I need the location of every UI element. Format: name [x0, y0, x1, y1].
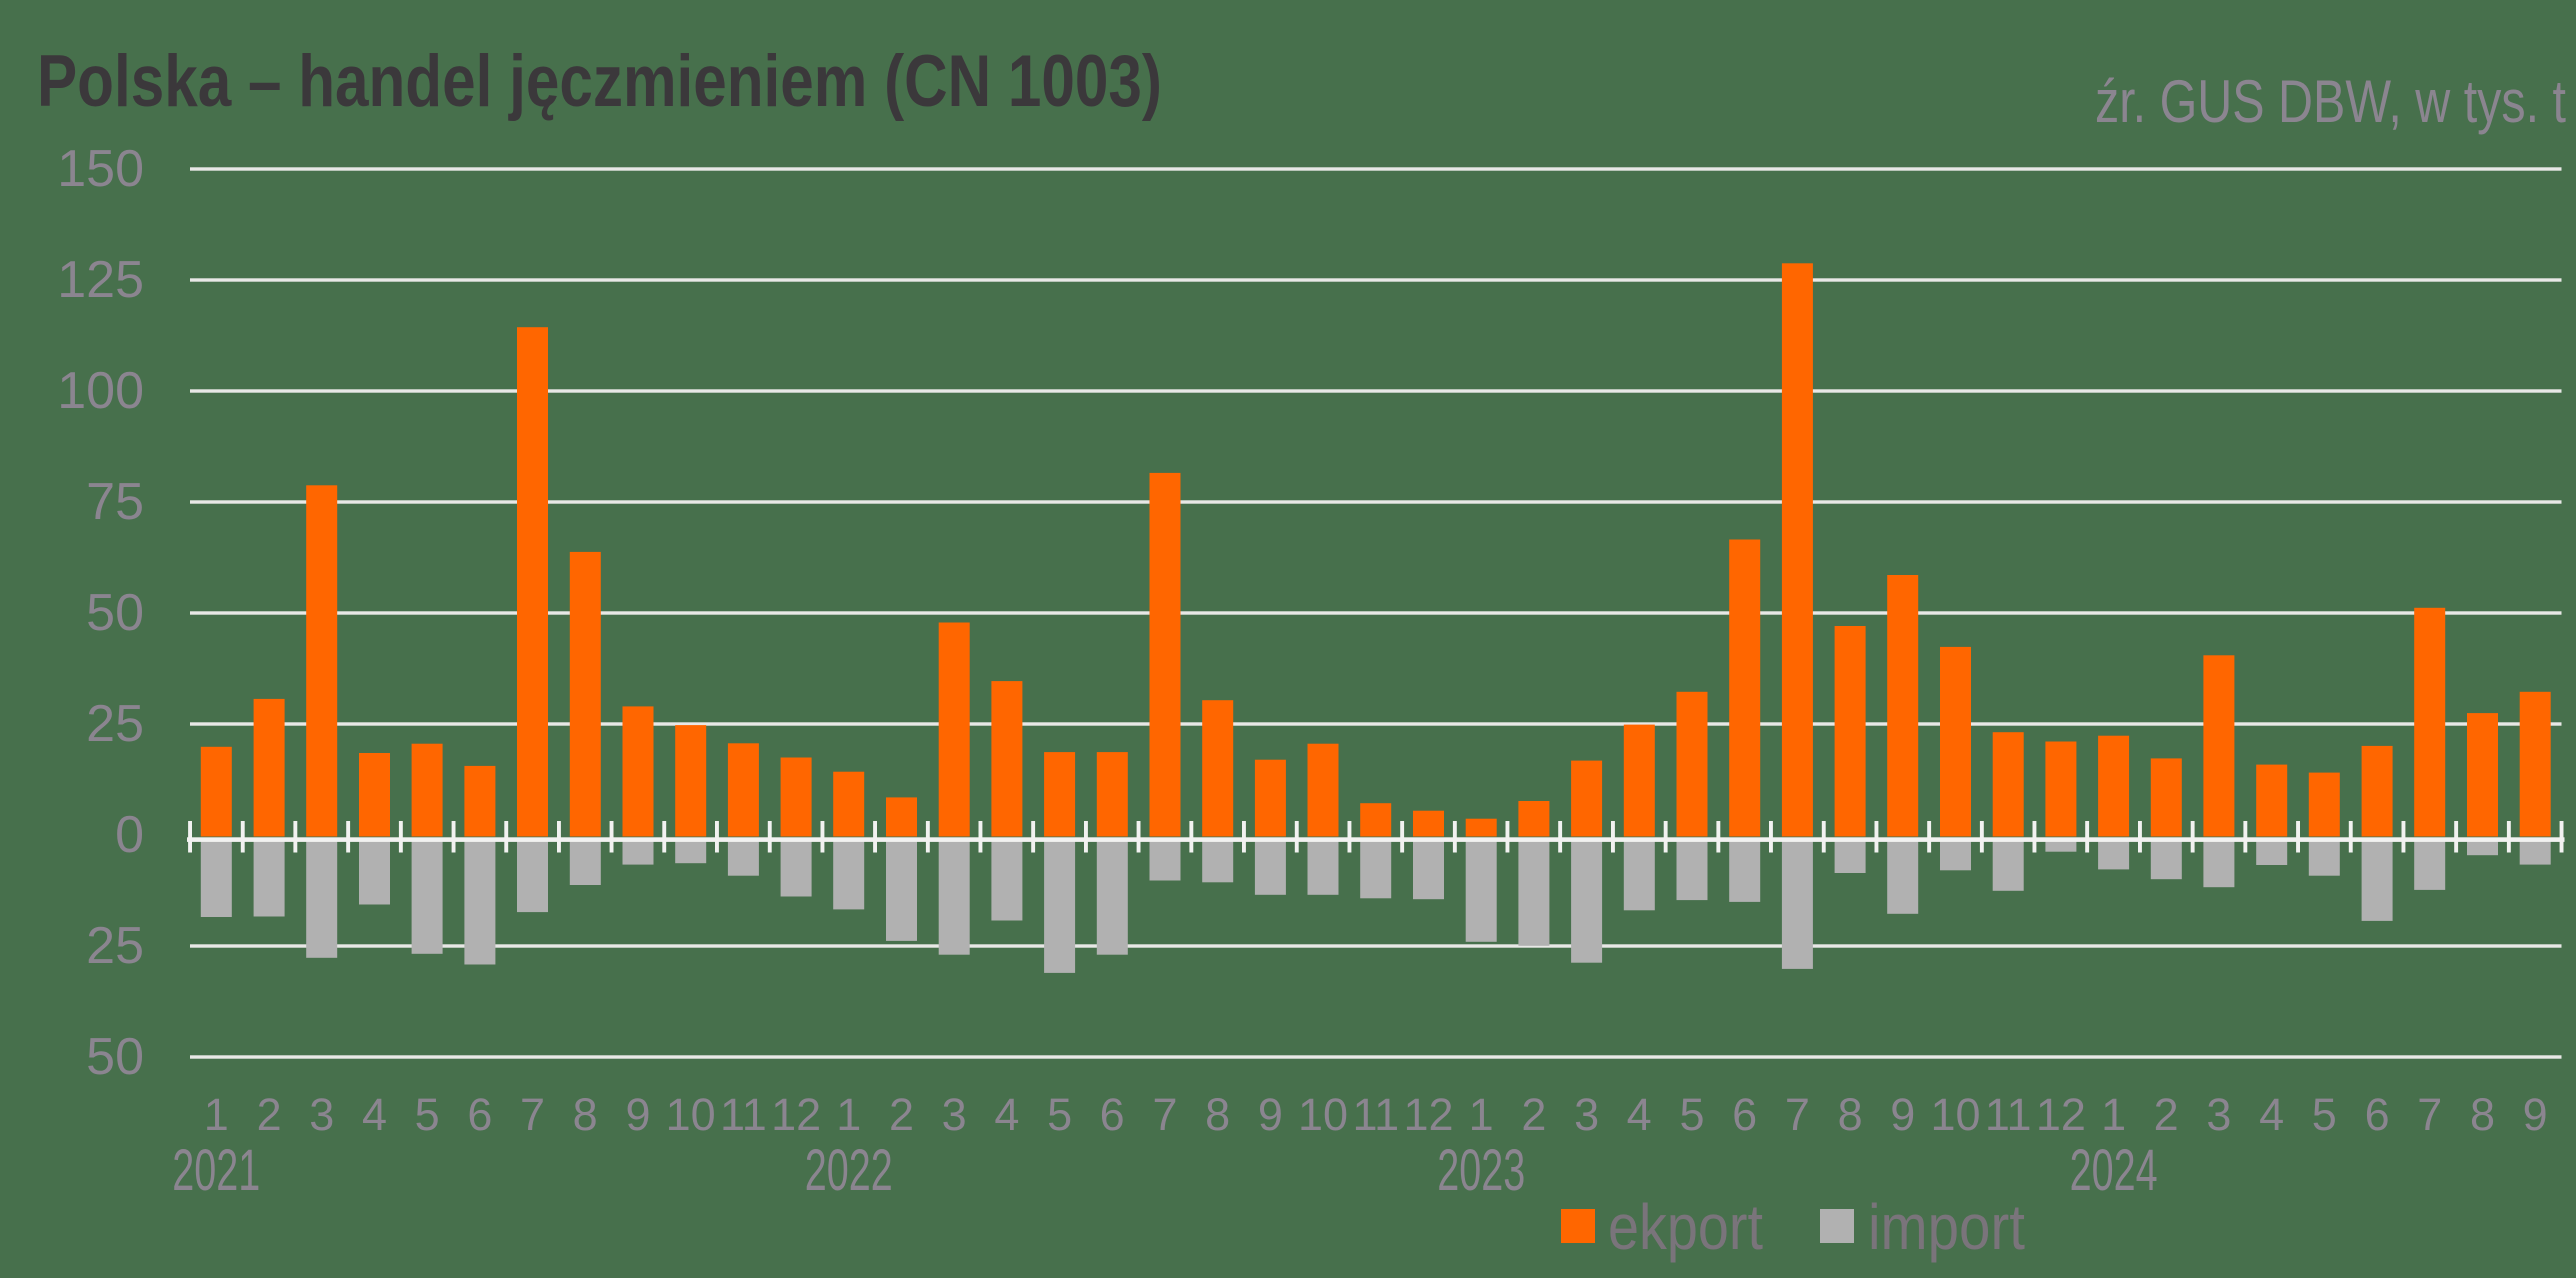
svg-text:6: 6 — [1732, 1089, 1757, 1140]
svg-text:6: 6 — [2365, 1089, 2390, 1140]
svg-text:150: 150 — [57, 140, 144, 198]
svg-text:5: 5 — [415, 1089, 440, 1140]
svg-text:12: 12 — [2036, 1089, 2086, 1140]
svg-text:9: 9 — [625, 1089, 650, 1140]
svg-text:2023: 2023 — [1437, 1138, 1525, 1203]
svg-text:9: 9 — [1890, 1089, 1915, 1140]
svg-text:1: 1 — [1469, 1089, 1494, 1140]
svg-text:9: 9 — [2523, 1089, 2548, 1140]
svg-text:1: 1 — [2101, 1089, 2126, 1140]
svg-text:75: 75 — [86, 473, 144, 531]
svg-text:0: 0 — [115, 806, 144, 864]
svg-text:50: 50 — [86, 1028, 144, 1086]
svg-text:9: 9 — [1258, 1089, 1283, 1140]
svg-text:5: 5 — [2312, 1089, 2337, 1140]
svg-text:11: 11 — [720, 1089, 767, 1140]
svg-text:125: 125 — [57, 251, 144, 309]
svg-text:100: 100 — [57, 362, 144, 420]
svg-text:2: 2 — [889, 1089, 914, 1140]
svg-text:10: 10 — [1298, 1089, 1348, 1140]
svg-text:6: 6 — [1100, 1089, 1125, 1140]
svg-text:3: 3 — [1574, 1089, 1599, 1140]
svg-text:2: 2 — [257, 1089, 282, 1140]
svg-text:3: 3 — [942, 1089, 967, 1140]
svg-text:źr. GUS DBW, w tys. t: źr. GUS DBW, w tys. t — [2095, 68, 2566, 135]
svg-text:1: 1 — [836, 1089, 861, 1140]
svg-text:5: 5 — [1679, 1089, 1704, 1140]
svg-text:7: 7 — [1785, 1089, 1810, 1140]
svg-text:2021: 2021 — [172, 1138, 260, 1203]
svg-text:6: 6 — [467, 1089, 492, 1140]
svg-text:5: 5 — [1047, 1089, 1072, 1140]
svg-text:3: 3 — [2206, 1089, 2231, 1140]
svg-text:ekport: ekport — [1608, 1191, 1763, 1263]
svg-text:25: 25 — [86, 695, 144, 753]
svg-text:2022: 2022 — [805, 1138, 893, 1203]
svg-text:4: 4 — [994, 1089, 1019, 1140]
svg-text:import: import — [1868, 1191, 2025, 1263]
svg-text:11: 11 — [1985, 1089, 2032, 1140]
svg-text:8: 8 — [2470, 1089, 2495, 1140]
svg-text:Polska – handel jęczmieniem (C: Polska – handel jęczmieniem (CN 1003) — [37, 41, 1162, 122]
svg-text:25: 25 — [86, 917, 144, 975]
svg-text:4: 4 — [2259, 1089, 2284, 1140]
svg-text:4: 4 — [362, 1089, 387, 1140]
svg-text:12: 12 — [1403, 1089, 1453, 1140]
svg-text:7: 7 — [520, 1089, 545, 1140]
svg-text:1: 1 — [204, 1089, 229, 1140]
svg-text:2: 2 — [2154, 1089, 2179, 1140]
svg-text:2024: 2024 — [2070, 1138, 2158, 1203]
svg-text:12: 12 — [771, 1089, 821, 1140]
svg-text:7: 7 — [1152, 1089, 1177, 1140]
svg-text:7: 7 — [2417, 1089, 2442, 1140]
svg-text:2: 2 — [1521, 1089, 1546, 1140]
svg-text:11: 11 — [1352, 1089, 1399, 1140]
svg-text:3: 3 — [309, 1089, 334, 1140]
svg-text:50: 50 — [86, 584, 144, 642]
svg-text:4: 4 — [1627, 1089, 1652, 1140]
svg-text:10: 10 — [1930, 1089, 1980, 1140]
svg-text:8: 8 — [1838, 1089, 1863, 1140]
svg-text:8: 8 — [573, 1089, 598, 1140]
svg-text:10: 10 — [666, 1089, 716, 1140]
svg-text:8: 8 — [1205, 1089, 1230, 1140]
